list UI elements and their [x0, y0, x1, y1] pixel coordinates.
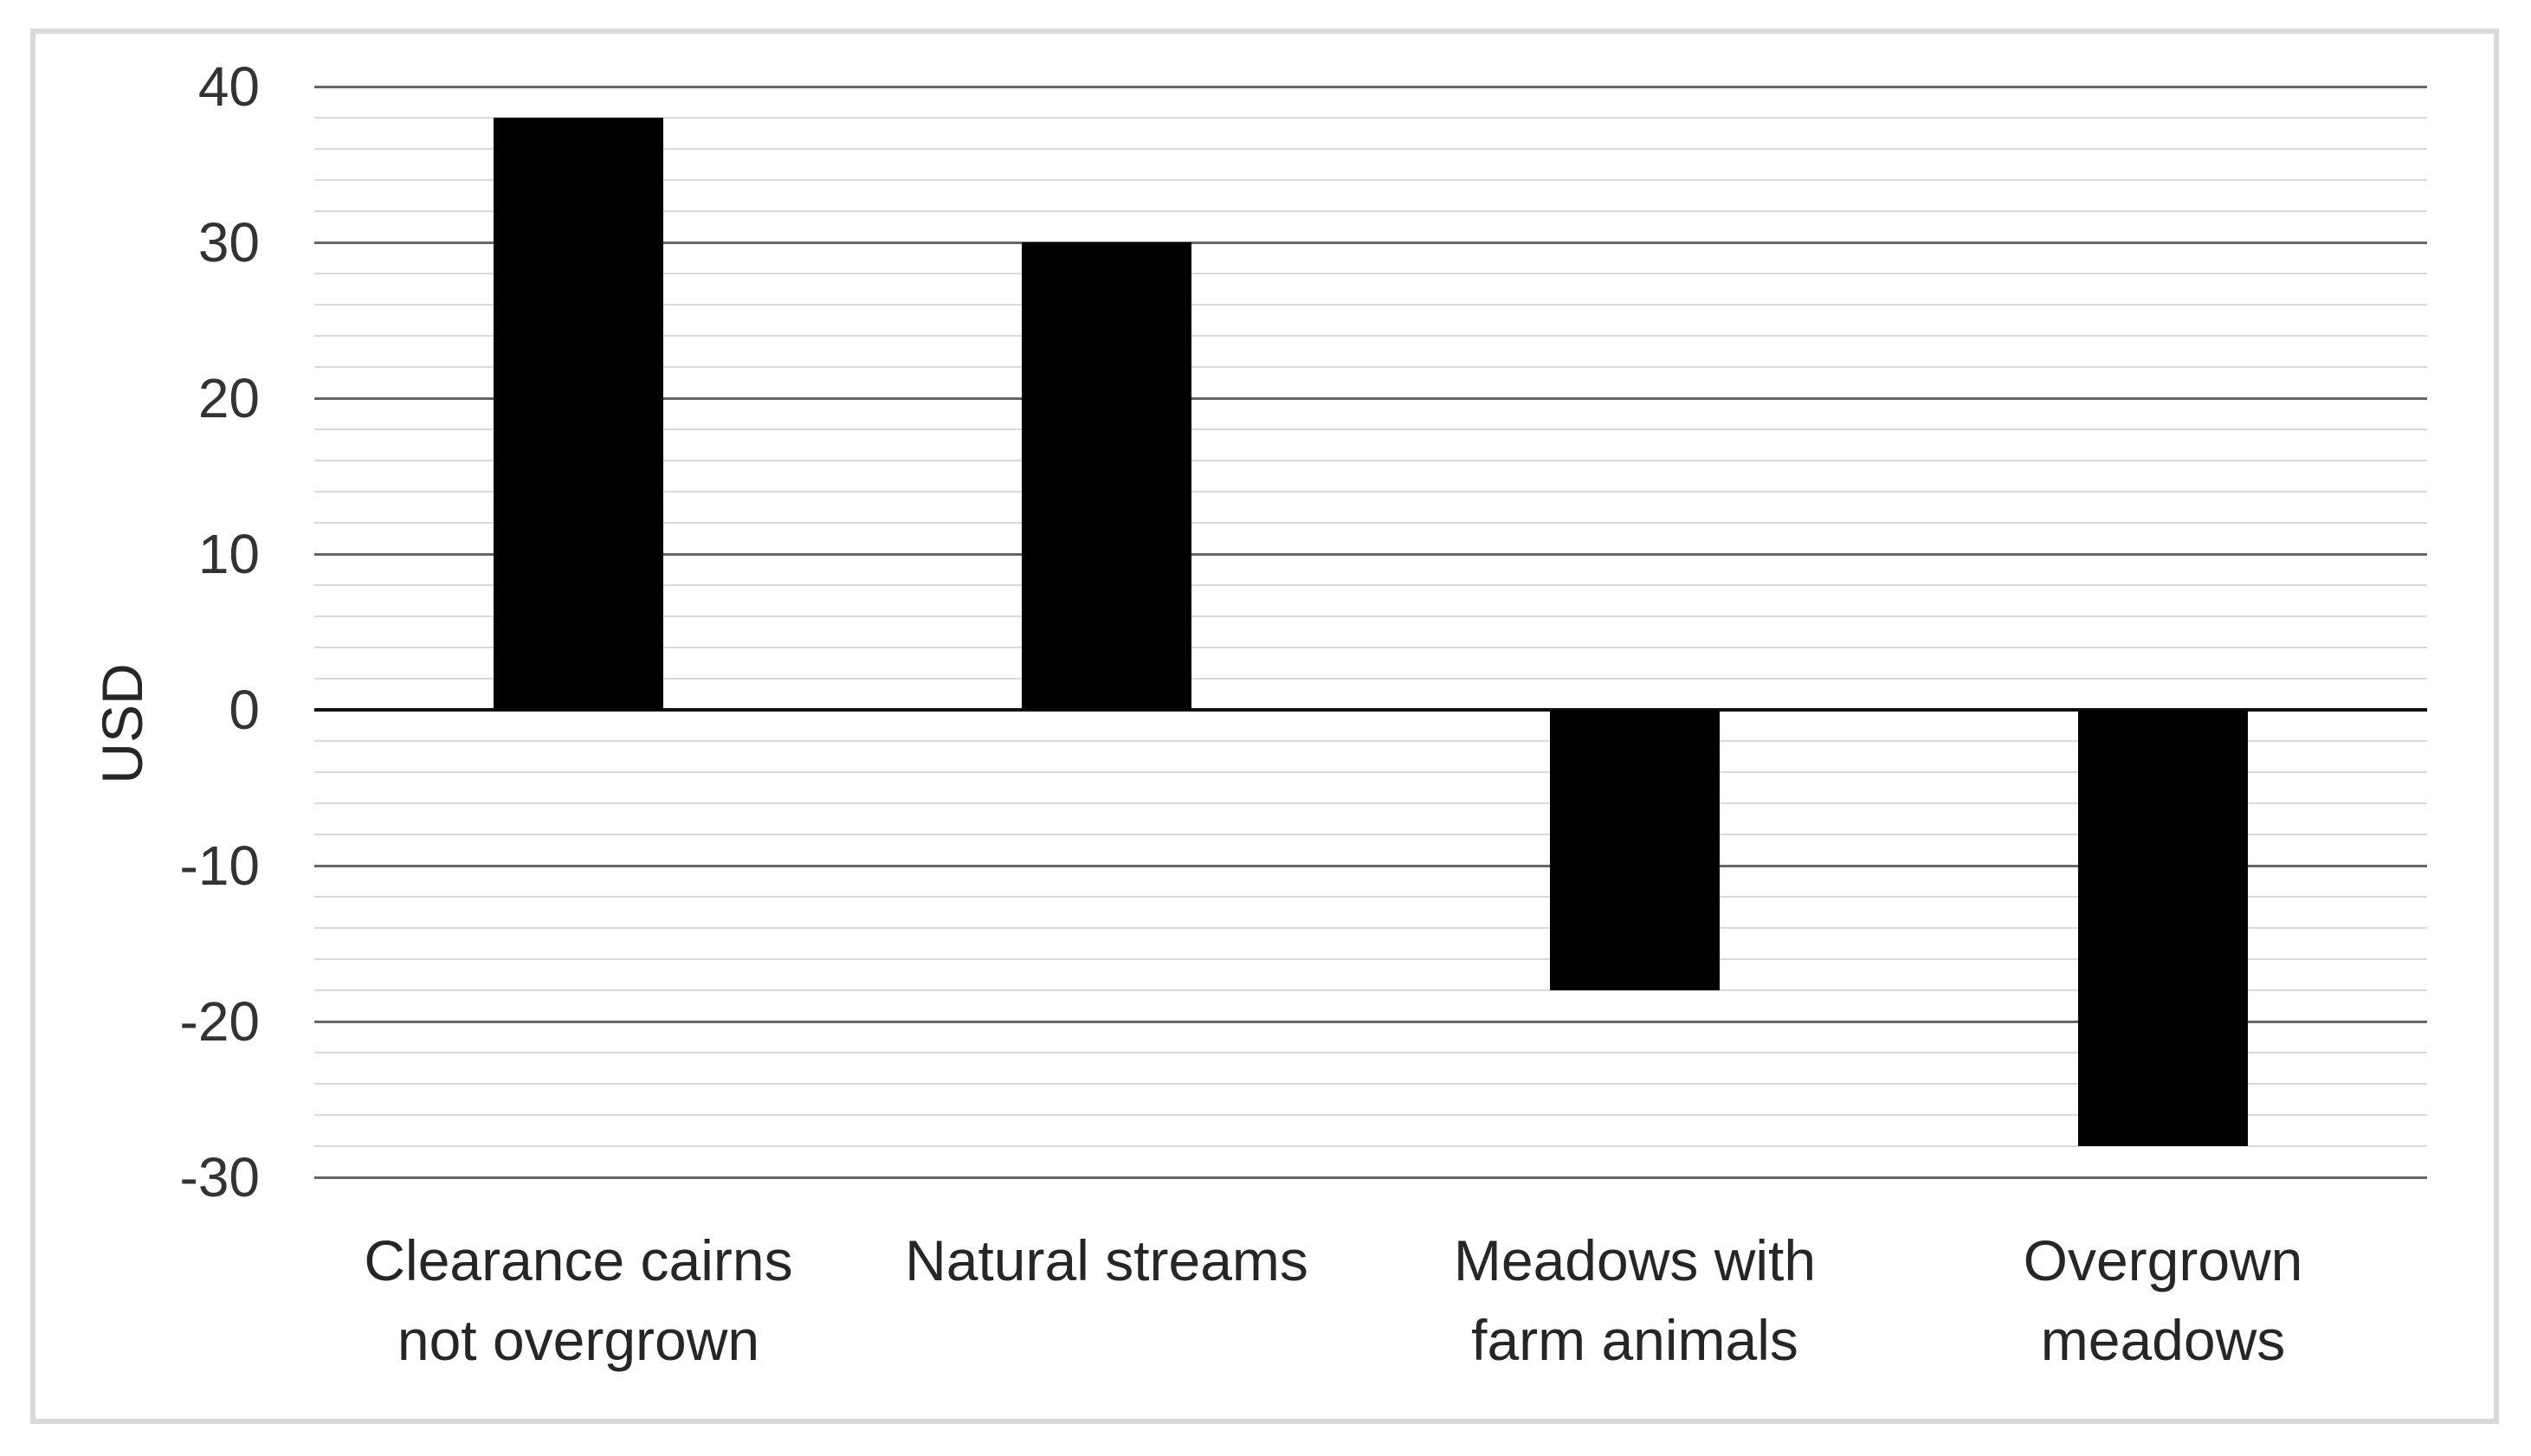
category-label-line: Natural streams	[905, 1228, 1308, 1292]
minor-gridline-18	[314, 428, 2427, 430]
minor-gridline--14	[314, 927, 2427, 929]
minor-gridline--16	[314, 958, 2427, 960]
bar-meadows-with-farm-animals	[1550, 710, 1720, 990]
bar-clearance-cairns-not-overgrown	[494, 118, 663, 710]
major-gridline--30	[314, 1176, 2427, 1179]
y-tick-label--20: -20	[179, 990, 261, 1053]
minor-gridline--6	[314, 802, 2427, 804]
minor-gridline--24	[314, 1083, 2427, 1085]
y-tick-label-40: 40	[197, 55, 260, 118]
minor-gridline-34	[314, 179, 2427, 181]
category-label-line: not overgrown	[397, 1308, 760, 1372]
category-label-line: Overgrown	[2023, 1228, 2303, 1292]
category-label-line: meadows	[2040, 1308, 2286, 1372]
x-axis-zero-line	[314, 708, 2427, 712]
category-label-natural-streams: Natural streams	[843, 1221, 1371, 1300]
minor-gridline-38	[314, 117, 2427, 119]
minor-gridline-24	[314, 335, 2427, 337]
minor-gridline-12	[314, 522, 2427, 524]
minor-gridline-14	[314, 491, 2427, 493]
minor-gridline-6	[314, 615, 2427, 617]
category-label-meadows-with-farm-animals: Meadows with farm animals	[1371, 1221, 1899, 1380]
minor-gridline--4	[314, 771, 2427, 773]
minor-gridline-28	[314, 273, 2427, 274]
minor-gridline-36	[314, 148, 2427, 150]
minor-gridline--18	[314, 989, 2427, 991]
minor-gridline-16	[314, 460, 2427, 461]
major-gridline-10	[314, 553, 2427, 556]
minor-gridline--22	[314, 1052, 2427, 1053]
minor-gridline-4	[314, 647, 2427, 648]
minor-gridline--12	[314, 896, 2427, 898]
y-tick-label-30: 30	[197, 211, 260, 274]
major-gridline--20	[314, 1021, 2427, 1023]
minor-gridline--26	[314, 1114, 2427, 1116]
major-gridline-30	[314, 242, 2427, 244]
minor-gridline-2	[314, 678, 2427, 680]
minor-gridline--2	[314, 740, 2427, 742]
minor-gridline--8	[314, 834, 2427, 835]
bar-overgrown-meadows	[2078, 710, 2248, 1146]
minor-gridline--28	[314, 1145, 2427, 1147]
category-label-line: farm animals	[1471, 1308, 1798, 1372]
y-tick-label--30: -30	[179, 1146, 261, 1208]
minor-gridline-22	[314, 366, 2427, 368]
y-tick-label--10: -10	[179, 834, 261, 897]
minor-gridline-26	[314, 304, 2427, 306]
minor-gridline-8	[314, 584, 2427, 586]
minor-gridline-32	[314, 210, 2427, 212]
major-gridline-40	[314, 86, 2427, 88]
category-label-clearance-cairns-not-overgrown: Clearance cairns not overgrown	[314, 1221, 843, 1380]
major-gridline--10	[314, 865, 2427, 867]
major-gridline-20	[314, 397, 2427, 400]
y-tick-label-10: 10	[197, 523, 260, 585]
y-tick-label-20: 20	[197, 367, 260, 429]
y-axis-title: USD	[90, 663, 154, 784]
category-label-overgrown-meadows: Overgrown meadows	[1899, 1221, 2427, 1380]
bar-natural-streams	[1022, 242, 1191, 710]
y-tick-label-0: 0	[229, 679, 260, 741]
category-label-line: Meadows with	[1453, 1228, 1817, 1292]
category-label-line: Clearance cairns	[364, 1228, 793, 1292]
